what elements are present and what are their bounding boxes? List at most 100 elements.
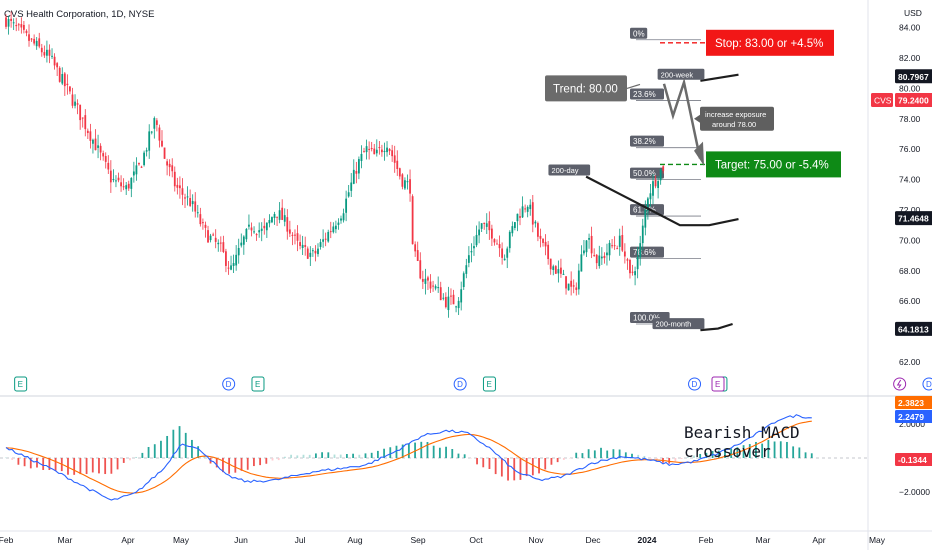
candle-body <box>480 223 483 229</box>
candle-body <box>153 118 156 129</box>
moving-average-line <box>700 322 733 332</box>
candle-body <box>245 228 248 240</box>
candle-body <box>662 166 665 171</box>
macd-histogram-bar <box>618 449 621 458</box>
dividend-event-letter: D <box>692 380 698 389</box>
candle-body <box>419 260 422 279</box>
macd-histogram-bar <box>724 448 726 458</box>
candle-body <box>621 235 624 251</box>
macd-histogram-bar <box>36 458 38 468</box>
candle-body <box>265 222 268 231</box>
moving-average-tag <box>548 164 591 176</box>
time-axis-label: May <box>173 535 190 545</box>
candle-body <box>552 266 555 270</box>
macd-histogram-bar <box>5 457 7 459</box>
dividend-event-icon[interactable] <box>222 377 236 391</box>
macd-histogram-bar <box>345 454 348 458</box>
macd-histogram-bar <box>761 443 764 458</box>
candle-body <box>411 196 414 245</box>
macd-histogram-bar <box>773 441 776 458</box>
dividend-event-letter: D <box>926 380 932 389</box>
earnings-event-icon[interactable] <box>251 376 265 392</box>
candle-body <box>652 181 654 196</box>
macd-histogram-bar <box>705 452 708 458</box>
candle-body <box>406 181 409 183</box>
macd-histogram-bar <box>525 458 528 477</box>
candle-body <box>145 150 148 152</box>
macd-histogram-bar <box>693 455 695 458</box>
price-tick-label: 80.00 <box>899 83 921 93</box>
macd-histogram-bar <box>352 453 354 458</box>
moving-average-tag <box>652 318 705 330</box>
time-axis-label: Feb <box>699 535 714 545</box>
candle-body <box>196 212 199 214</box>
macd-histogram-bar <box>395 445 398 458</box>
chart-header: CVS Health Corporation, 1D, NYSE <box>4 4 154 22</box>
split-event-icon[interactable] <box>893 377 907 391</box>
candle-body <box>227 267 230 269</box>
candle-body <box>301 244 304 248</box>
candle-body <box>386 147 388 153</box>
currency-label: USD <box>904 8 922 18</box>
candle-body <box>508 231 511 249</box>
candle-body <box>378 147 381 149</box>
stop-box <box>706 29 834 56</box>
macd-histogram-bar <box>383 448 385 458</box>
price-tick-label: 70.00 <box>899 235 921 245</box>
dividend-event-icon[interactable] <box>922 377 932 391</box>
candle-body <box>191 201 194 205</box>
dividend-event-icon[interactable] <box>453 377 467 391</box>
candle-body <box>43 52 46 56</box>
macd-histogram-bar <box>129 458 131 461</box>
macd-histogram-bar <box>321 452 324 458</box>
candle-body <box>590 235 593 254</box>
candle-body <box>562 273 565 275</box>
candle-body <box>404 180 406 189</box>
trend-box <box>545 75 627 102</box>
candle-body <box>314 250 317 254</box>
macd-histogram-bar <box>215 458 218 468</box>
macd-histogram-bar <box>308 454 311 458</box>
candle-body <box>600 256 603 259</box>
candle-body <box>616 248 619 250</box>
earnings-event-icon[interactable] <box>14 376 28 392</box>
moving-average-tag <box>657 68 705 80</box>
candle-body <box>603 255 606 259</box>
candle-body <box>352 169 355 184</box>
macd-tick-label: −2.0000 <box>899 487 930 497</box>
dividend-event-icon[interactable] <box>688 377 702 391</box>
candle-body <box>61 74 64 84</box>
candle-body <box>135 165 138 175</box>
candle-body <box>25 30 28 34</box>
macd-histogram-bar <box>147 446 150 458</box>
candle-body <box>470 251 473 253</box>
candle-body <box>20 24 23 28</box>
future-earnings-icon[interactable] <box>711 376 725 392</box>
candle-body <box>63 73 66 87</box>
fib-level-label: 38.2% <box>633 137 656 146</box>
candle-body <box>398 168 401 177</box>
fib-level-label: 50.0% <box>633 169 656 178</box>
projection-arrow <box>662 77 702 159</box>
note-text-line: around 78.00 <box>712 120 756 129</box>
macd-histogram-bar <box>141 452 144 458</box>
macd-histogram-bar <box>253 458 255 467</box>
macd-histogram-bar <box>191 439 193 458</box>
candle-body <box>649 193 652 200</box>
candle-body <box>626 259 629 261</box>
candle-body <box>577 270 580 290</box>
macd-histogram-bar <box>98 458 100 474</box>
macd-axis-label: -0.1344 <box>898 455 927 465</box>
candle-body <box>212 234 215 236</box>
candle-body <box>225 251 227 266</box>
candle-body <box>35 40 38 47</box>
candle-body <box>478 229 480 236</box>
candle-body <box>452 294 455 305</box>
candle-body <box>631 271 634 273</box>
stop-label: Stop: 83.00 or +4.5% <box>715 38 823 50</box>
candle-body <box>7 19 10 27</box>
earnings-event-icon[interactable] <box>482 376 496 392</box>
candle-body <box>173 171 176 187</box>
candle-body <box>529 204 532 210</box>
